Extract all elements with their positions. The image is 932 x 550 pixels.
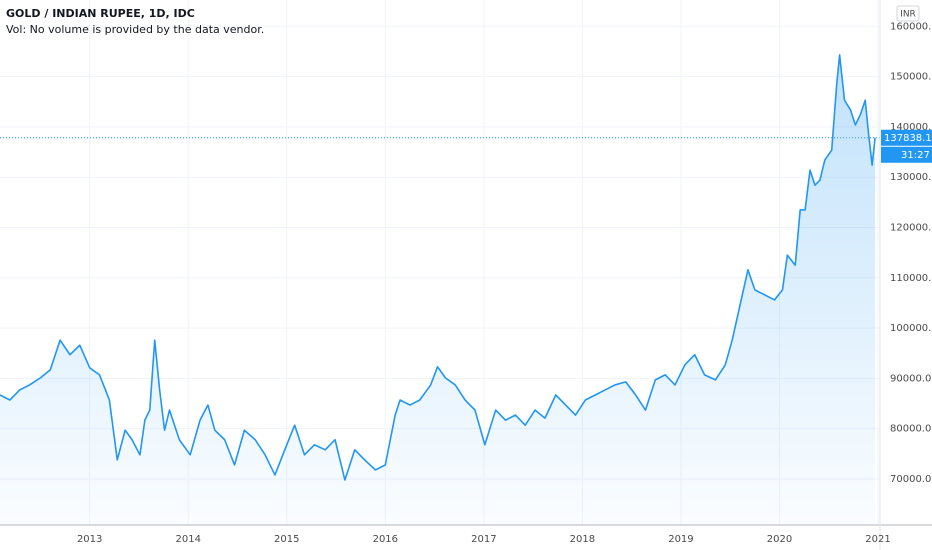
countdown-label: 31:27: [901, 150, 930, 161]
x-tick-label: 2015: [274, 534, 299, 545]
x-tick-label: 2021: [865, 534, 890, 545]
grid: [0, 0, 880, 525]
y-tick-label: 100000.0: [890, 323, 932, 334]
price-line: [0, 54, 876, 481]
y-tick-label: 80000.0: [890, 424, 931, 435]
countdown-box: [881, 146, 932, 163]
last-price-box: [881, 129, 932, 146]
plot-area: [0, 54, 880, 525]
x-tick-label: 2016: [373, 534, 398, 545]
y-tick-label: 90000.0: [890, 373, 931, 384]
x-tick-label: 2014: [175, 534, 200, 545]
y-tick-label: 110000.0: [890, 273, 932, 284]
y-tick-label: 130000.0: [890, 172, 932, 183]
x-tick-label: 2018: [570, 534, 595, 545]
y-tick-label: 160000.0: [890, 21, 932, 32]
currency-badge[interactable]: [896, 5, 920, 22]
y-tick-label: 150000.0: [890, 72, 932, 83]
currency-label[interactable]: INR: [900, 10, 916, 20]
y-tick-label: 140000.0: [890, 122, 932, 133]
x-tick-label: 2019: [668, 534, 693, 545]
y-tick-label: 120000.0: [890, 222, 932, 233]
x-tick-label: 2017: [471, 534, 496, 545]
y-tick-label: 70000.0: [890, 474, 931, 485]
chart-title: GOLD / INDIAN RUPEE, 1D, IDC: [6, 7, 195, 20]
x-tick-label: 2013: [77, 534, 102, 545]
last-price-label: 137838.1: [884, 133, 932, 144]
chart-subtitle: Vol: No volume is provided by the data v…: [6, 23, 264, 36]
x-tick-label: 2020: [767, 534, 792, 545]
area-fill: [0, 54, 876, 525]
axes: 70000.0 80000.0 90000.0 100000.0 110000.0 120…: [77, 21, 932, 545]
